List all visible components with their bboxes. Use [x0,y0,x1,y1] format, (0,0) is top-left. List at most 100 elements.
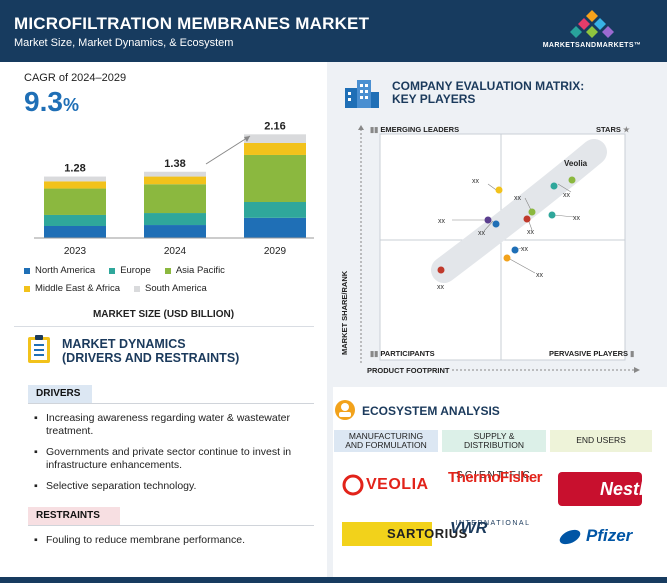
bar-segment-asia-pacific [44,188,106,215]
quadrant-label-participants: ▮▮ PARTICIPANTS [370,349,435,358]
bar-total-label: 2.16 [264,120,285,132]
company-point [523,215,531,223]
bar-segment-middle-east-africa [144,176,206,185]
buildings-icon [345,80,379,108]
growth-arrow-head [244,136,250,142]
x-tick-label: 2029 [264,246,287,257]
point-label: xx [573,215,581,222]
point-label: xx [478,230,486,237]
bar-segment-middle-east-africa [244,142,306,155]
market-dynamics-title: MARKET DYNAMICS (DRIVERS AND RESTRAINTS) [62,337,240,365]
company-point [550,182,558,190]
evaluation-matrix-title: COMPANY EVALUATION MATRIX: KEY PLAYERS [392,79,585,106]
point-label: xx [514,195,522,202]
company-point [548,211,556,219]
ecosystem-title: ECOSYSTEM ANALYSIS [362,404,500,418]
point-label: xx [563,192,571,199]
pfizer-pill-icon [559,529,581,545]
bar-segment-north-america [244,217,306,238]
veolia-mark-icon [342,474,364,496]
bar-segment-europe [244,202,306,218]
point-label: xx [536,272,544,279]
x-axis-arrow [452,367,640,373]
legend-swatch [24,285,30,292]
restraints-tag: RESTRAINTS [28,507,120,525]
company-point [528,208,536,216]
legend-item-asia-pacific: Asia Pacific [164,265,225,276]
cagr-unit: % [62,95,79,115]
logo-diamonds-icon [570,10,614,38]
quadrant-label-emerging-leaders: ▮▮ EMERGING LEADERS [370,125,460,134]
driver-item: ▪ Increasing awareness regarding water & … [34,412,290,437]
leader-line [507,257,536,274]
y-axis-label: MARKET SHARE/RANK [340,270,349,355]
company-point [503,254,511,262]
leader-line [483,220,494,232]
bar-segment-north-america [44,226,106,238]
x-tick-label: 2024 [164,246,187,257]
legend-item-middle-east-africa: Middle East & Africa [24,283,120,294]
ecosystem-column-supply: SUPPLY & DISTRIBUTION [442,430,546,452]
veolia-label: Veolia [564,159,588,168]
growth-arrow [205,135,251,165]
bar-total-label: 1.28 [64,163,85,175]
bar-segment-asia-pacific [144,184,206,214]
company-point [437,266,445,274]
bar-segment-europe [144,213,206,226]
leader-line [553,214,575,218]
company-point [484,216,492,224]
pfizer-logo: Pfizer [558,522,644,552]
restraints-underline [28,525,314,526]
legend-item-europe: Europe [109,265,151,276]
ecosystem-column-end-users: END USERS [550,430,652,452]
veolia-logo: VEOLIA [342,472,437,498]
section-divider [14,326,314,327]
market-size-bar-chart: 1.28 2023 1.38 2024 2.16 2029 [34,120,314,257]
bar-total-label: 1.38 [164,158,185,170]
point-label: xx [527,229,535,236]
company-point [492,220,500,228]
ecosystem-column-manufacturing: MANUFACTURING AND FORMULATION [334,430,438,452]
leader-line [557,183,572,193]
company-point [495,186,503,194]
bar-segment-north-america [144,225,206,238]
header-banner: MICROFILTRATION MEMBRANES MARKET Market … [0,0,667,62]
restraint-item: ▪ Fouling to reduce membrane performance. [34,534,246,546]
matrix-trend-band [431,139,607,283]
clipboard-icon [28,335,50,363]
drivers-underline [28,403,314,404]
bar-segment-south-america [44,176,106,182]
thermofisher-logo: ThermoFisher SCIENTIFIC [448,469,543,486]
cagr-value: 9.3% [24,86,79,118]
point-label: xx [521,246,529,253]
sartorius-logo: SARTORIUS [342,522,467,546]
panel-divider [327,62,333,577]
evaluation-matrix: Veolia xx xx xx xx xx xx xx xx xx xx [379,133,626,361]
footer-bar [0,577,667,583]
driver-item: ▪ Selective separation technology. [34,480,197,492]
ecosystem-icon [335,400,355,420]
point-label: xx [438,218,446,225]
legend-swatch [24,267,30,274]
bar-segment-europe [44,214,106,226]
company-point [511,246,519,254]
point-label: xx [437,284,445,291]
vwr-logo: VWR INTERNATIONAL [450,520,531,537]
chart-legend: North America Europe Asia Pacific Middle… [24,265,314,301]
legend-item-south-america: South America [134,283,207,294]
cagr-number: 9.3 [24,86,63,117]
cagr-label: CAGR of 2024–2029 [24,72,127,84]
nestle-logo: Nestlé [558,472,654,506]
legend-swatch [109,267,116,274]
bar-segment-south-america [244,134,306,143]
page-title: MICROFILTRATION MEMBRANES MARKET [14,14,370,33]
marketsandmarkets-logo: MARKETSANDMARKETS™ [537,10,647,54]
quadrant-label-stars: STARS ★ [596,125,630,134]
page-subtitle: Market Size, Market Dynamics, & Ecosyste… [14,37,234,49]
logo-text: MARKETSANDMARKETS™ [542,42,642,49]
bar-segment-middle-east-africa [44,181,106,189]
drivers-tag: DRIVERS [28,385,92,403]
market-size-caption: MARKET SIZE (USD BILLION) [92,309,235,320]
legend-item-north-america: North America [24,265,95,276]
point-label: xx [472,178,480,185]
